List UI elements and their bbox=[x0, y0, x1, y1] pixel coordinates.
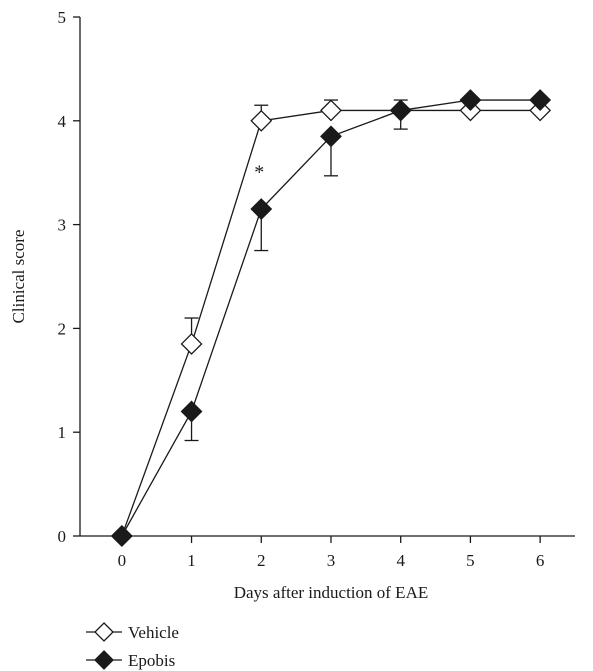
x-tick-label: 5 bbox=[466, 551, 475, 570]
data-point-epobis bbox=[320, 125, 342, 148]
data-point-epobis bbox=[529, 89, 552, 111]
y-tick-label: 4 bbox=[58, 112, 67, 131]
data-point-epobis bbox=[180, 400, 203, 423]
annotations: * bbox=[254, 162, 264, 184]
x-tick-label: 2 bbox=[257, 551, 266, 570]
legend-label: Vehicle bbox=[128, 623, 179, 642]
significance-asterisk: * bbox=[254, 162, 264, 184]
data-point-vehicle bbox=[250, 109, 273, 132]
legend: Vehicle Epobis bbox=[86, 622, 179, 670]
data-point-epobis bbox=[459, 89, 482, 111]
x-tick-label: 1 bbox=[187, 551, 196, 570]
x-axis-label: Days after induction of EAE bbox=[234, 583, 429, 602]
y-tick-label: 3 bbox=[58, 216, 67, 235]
y-tick-label: 2 bbox=[58, 319, 67, 338]
legend-marker-vehicle bbox=[94, 622, 114, 642]
data-point-epobis bbox=[389, 99, 412, 122]
y-axis-ticks: 0 1 2 3 4 5 bbox=[58, 8, 80, 546]
legend-label: Epobis bbox=[128, 651, 175, 670]
y-tick-label: 5 bbox=[58, 8, 67, 27]
data-point-epobis bbox=[110, 525, 133, 547]
y-tick-label: 0 bbox=[58, 527, 67, 546]
x-tick-label: 4 bbox=[396, 551, 405, 570]
y-axis-label: Clinical score bbox=[9, 230, 28, 324]
x-tick-label: 6 bbox=[536, 551, 545, 570]
data-point-vehicle bbox=[320, 99, 342, 122]
chart-axes bbox=[79, 17, 575, 537]
x-axis-ticks: 0 1 2 3 4 5 6 bbox=[118, 536, 545, 570]
x-tick-label: 0 bbox=[118, 551, 127, 570]
y-tick-label: 1 bbox=[58, 423, 67, 442]
legend-marker-epobis bbox=[94, 650, 114, 670]
data-markers bbox=[110, 89, 552, 547]
error-bars bbox=[184, 99, 408, 442]
x-tick-label: 3 bbox=[327, 551, 336, 570]
data-point-vehicle bbox=[180, 333, 203, 355]
data-point-epobis bbox=[250, 198, 273, 220]
